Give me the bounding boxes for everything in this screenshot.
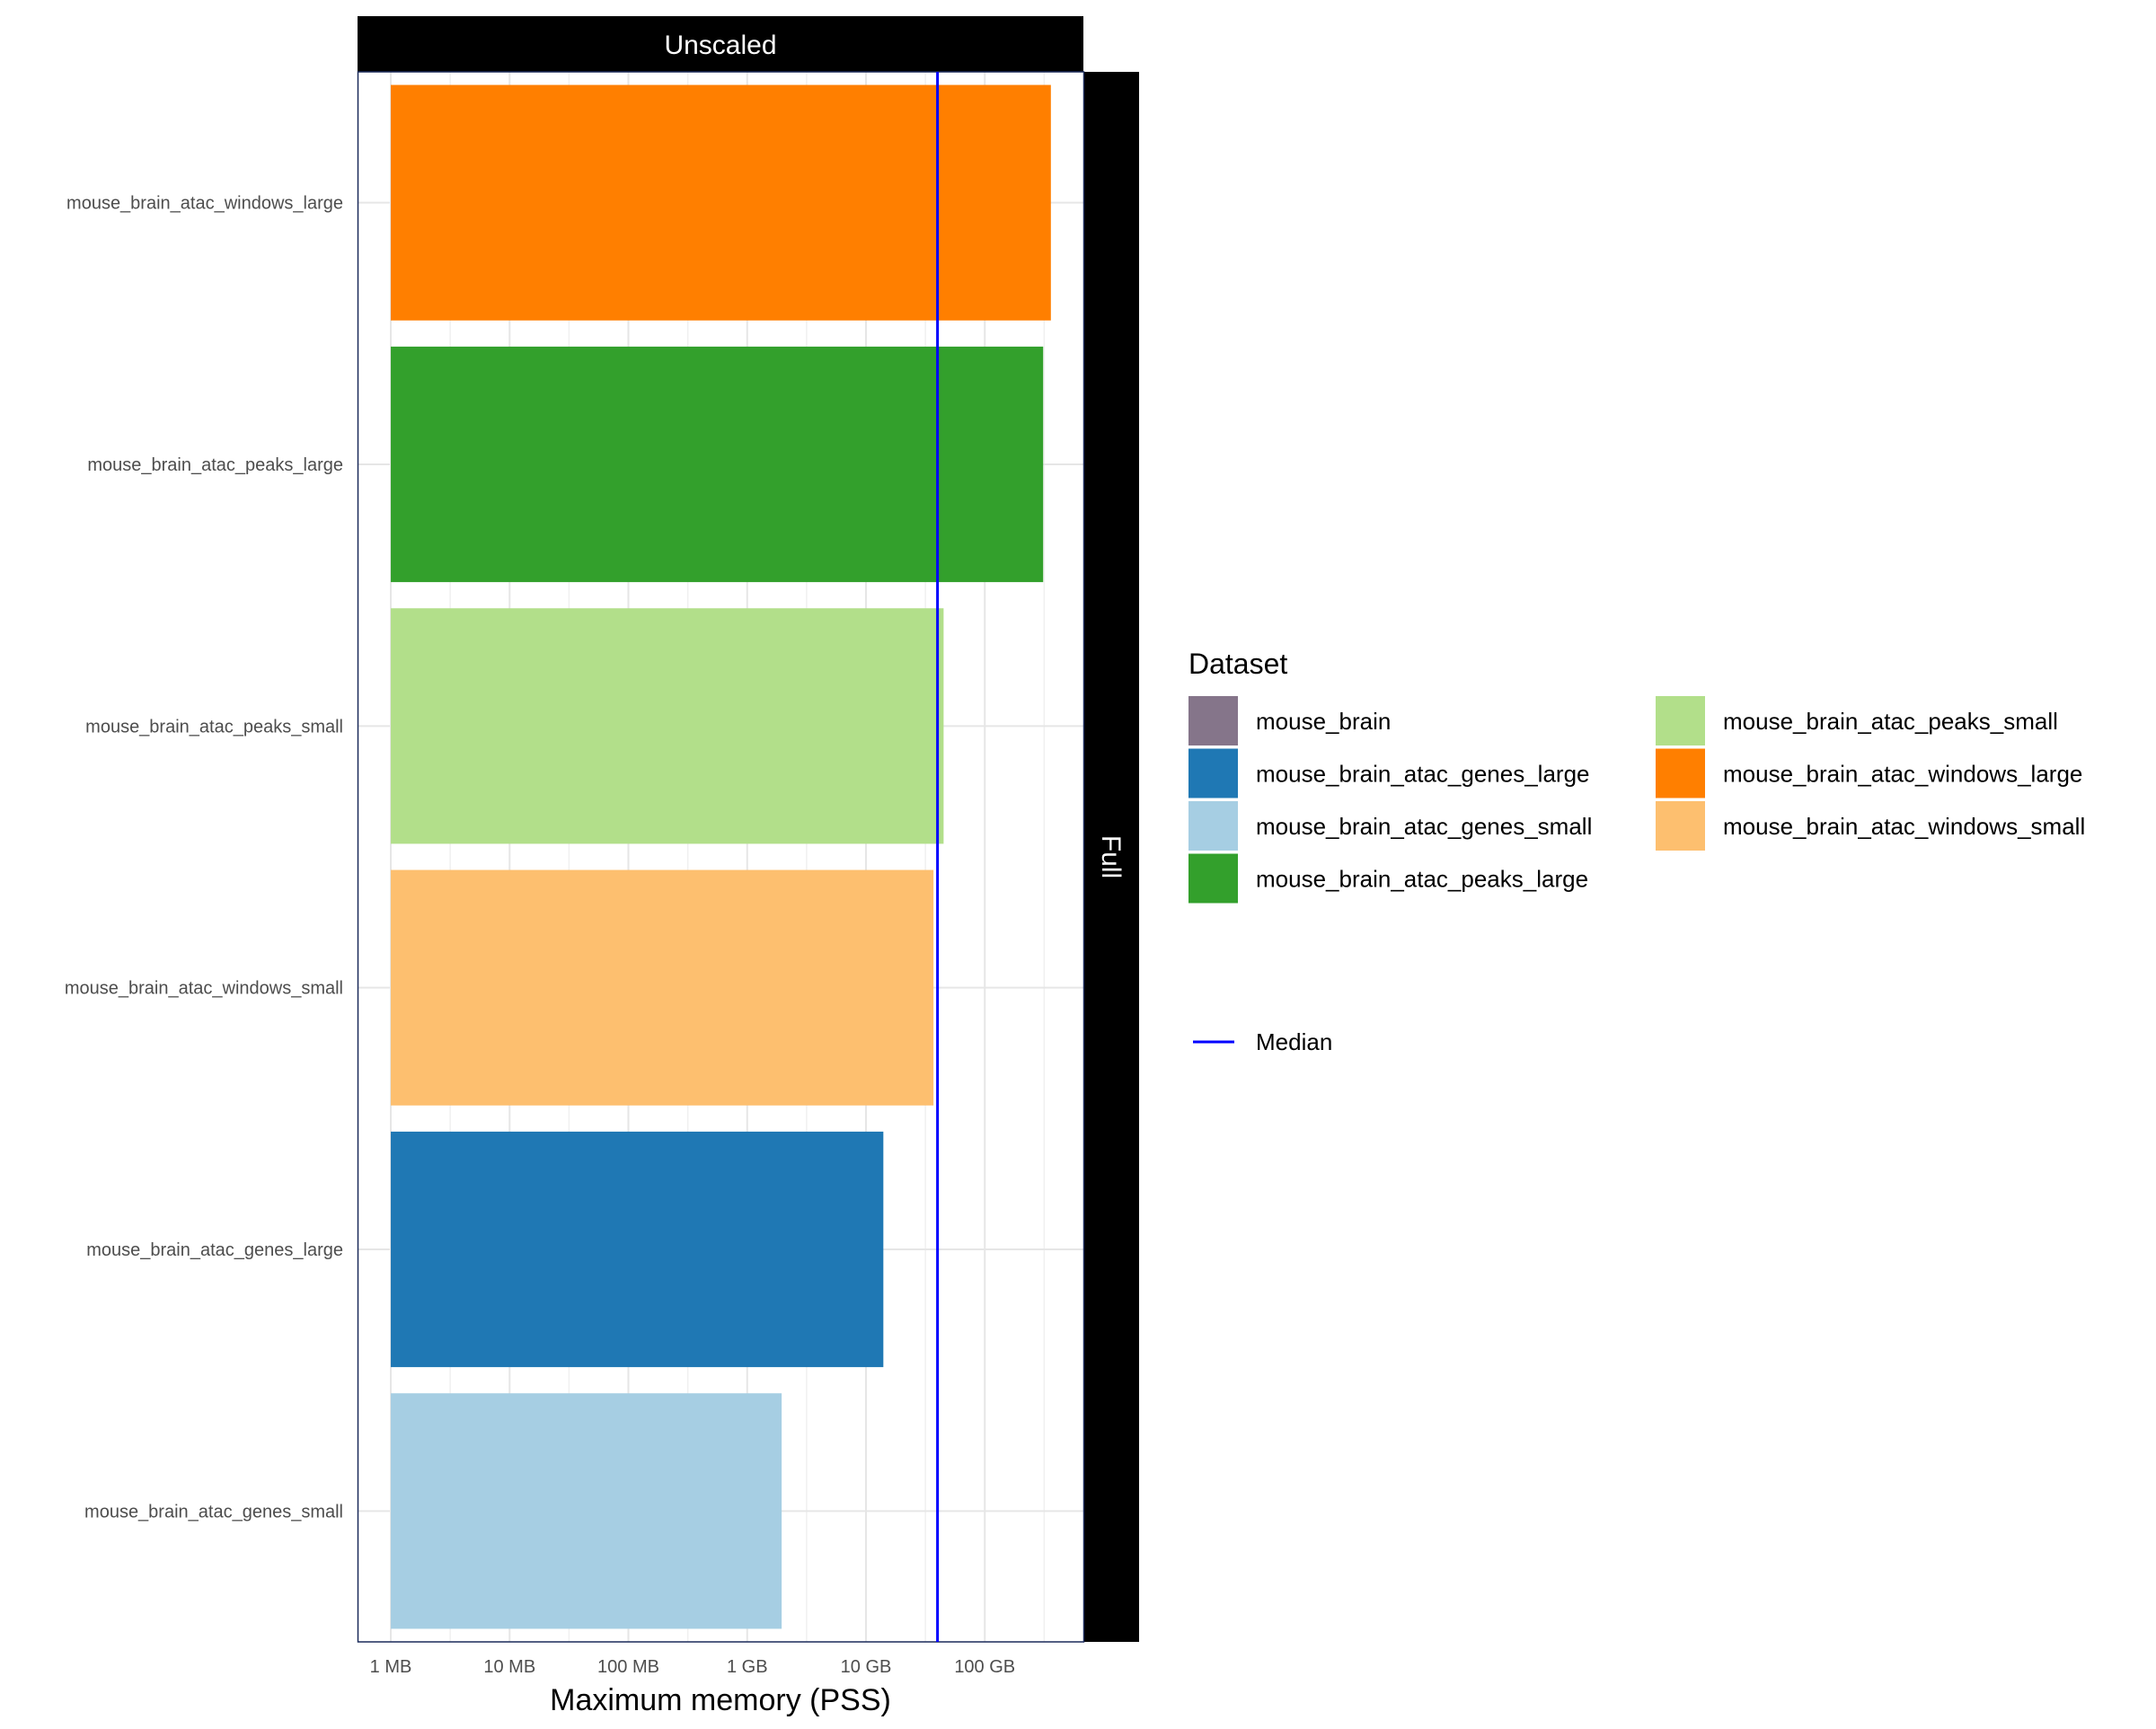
x-tick-label: 1 MB [370,1657,412,1677]
x-tick-label: 10 MB [483,1657,535,1677]
x-tick-label: 100 MB [597,1657,659,1677]
legend-label: mouse_brain_atac_genes_small [1256,813,1592,840]
legend-key-mouse_brain_atac_genes_small [1188,801,1238,851]
legend-label: mouse_brain_atac_windows_small [1723,813,2085,840]
legend-key-mouse_brain_atac_peaks_small [1656,696,1705,745]
legend-label: mouse_brain_atac_peaks_small [1723,708,2058,735]
facet-strip-top [358,16,1083,72]
x-tick-label: 1 GB [727,1657,768,1677]
legend-title: Dataset [1188,648,1287,680]
facet-strip-right-label: Full [1096,835,1126,878]
bar-mouse_brain_atac_peaks_large [391,346,1044,583]
legend-key-mouse_brain_atac_windows_large [1656,748,1705,798]
legend-label: mouse_brain [1256,708,1391,735]
y-tick-label: mouse_brain_atac_peaks_small [85,717,343,737]
legend-label: mouse_brain_atac_genes_large [1256,761,1590,788]
bar-mouse_brain_atac_genes_large [391,1131,884,1368]
panel-border [357,71,1085,1643]
legend-label: mouse_brain_atac_windows_large [1723,761,2082,788]
y-tick-label: mouse_brain_atac_genes_large [86,1240,343,1260]
y-tick-label: mouse_brain_atac_genes_small [84,1502,343,1522]
x-axis-title: Maximum memory (PSS) [550,1683,891,1717]
facet-strip-top-label: Unscaled [664,31,776,60]
x-tick-label: 100 GB [954,1657,1015,1677]
legend: Dataset mouse_brain mouse_brain_atac_gene… [1188,648,2085,1055]
bar-mouse_brain_atac_peaks_small [391,608,944,844]
legend-key-mouse_brain [1188,696,1238,745]
legend-median-label: Median [1256,1028,1332,1055]
y-tick-label: mouse_brain_atac_windows_small [65,979,343,999]
bar-mouse_brain_atac_windows_small [391,869,934,1106]
legend-key-mouse_brain_atac_windows_small [1656,801,1705,851]
bar-mouse_brain_atac_windows_large [391,84,1051,321]
y-tick-label: mouse_brain_atac_peaks_large [87,455,343,475]
facet-strip-right [1083,72,1139,1642]
legend-label: mouse_brain_atac_peaks_large [1256,866,1588,893]
bar-mouse_brain_atac_genes_small [391,1393,782,1629]
x-tick-label: 10 GB [841,1657,892,1677]
legend-key-mouse_brain_atac_genes_large [1188,748,1238,798]
legend-key-mouse_brain_atac_peaks_large [1188,853,1238,904]
y-tick-label: mouse_brain_atac_windows_large [66,194,343,214]
